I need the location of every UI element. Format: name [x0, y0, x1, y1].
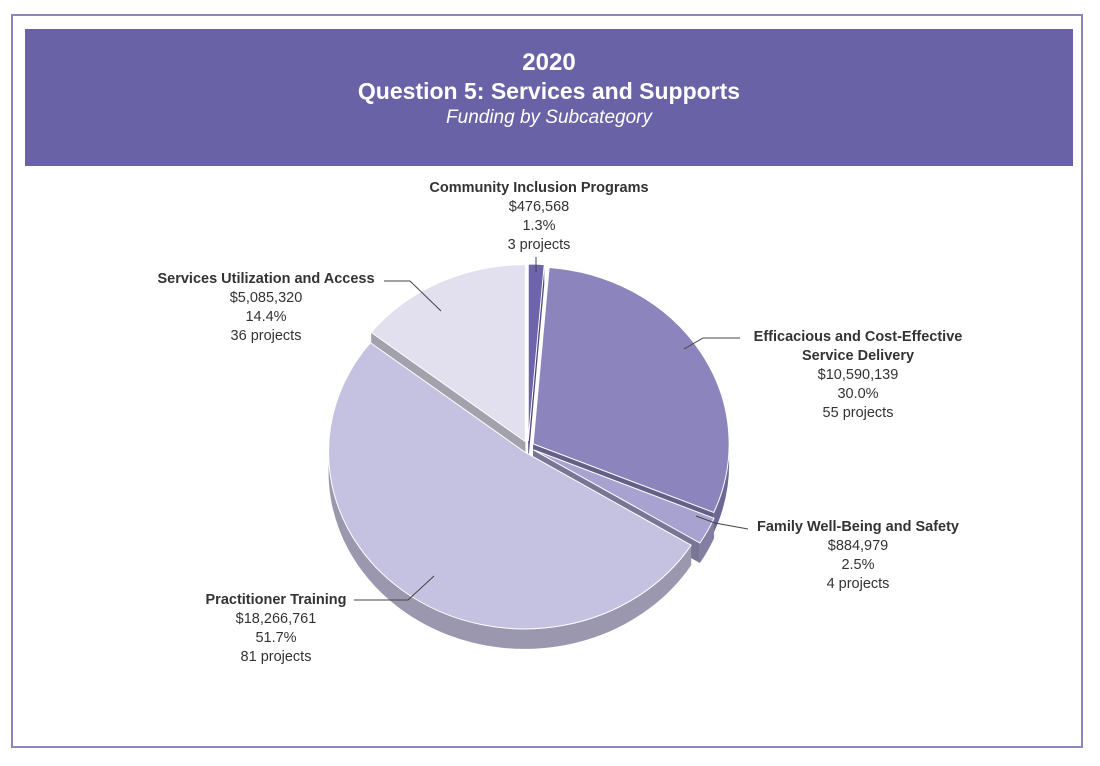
pie-slice-wall-efficacious-service-delivery [713, 443, 730, 533]
label-community-inclusion: Community Inclusion Programs $476,568 1.… [429, 180, 649, 253]
chart-header: 2020 Question 5: Services and Supports F… [25, 29, 1073, 166]
pie-slice-services-utilization [370, 264, 526, 443]
leader-line-family-well-being [695, 515, 749, 530]
leader-line-practitioner-training [354, 575, 435, 601]
pie-slice-family-well-being [533, 449, 715, 544]
chart-year: 2020 [522, 49, 576, 76]
label-family-well-being: Family Well-Being and Safety $884,979 2.… [757, 519, 959, 592]
pie-slice-wall-family-well-being [699, 518, 715, 564]
label-services-utilization: Services Utilization and Access $5,085,3… [157, 271, 375, 344]
pie-slice-practitioner-training [328, 342, 692, 630]
label-practitioner-training: Practitioner Training $18,266,761 51.7% … [205, 592, 347, 665]
chart-subtitle: Funding by Subcategory [446, 107, 652, 128]
pie-slice-efficacious-service-delivery [532, 266, 730, 514]
label-efficacious-service-delivery: Efficacious and Cost-Effective Service D… [753, 329, 963, 421]
leader-line-services-utilization [384, 280, 442, 312]
leader-line-efficacious-service-delivery [683, 337, 740, 350]
chart-title: Question 5: Services and Supports [357, 78, 741, 104]
